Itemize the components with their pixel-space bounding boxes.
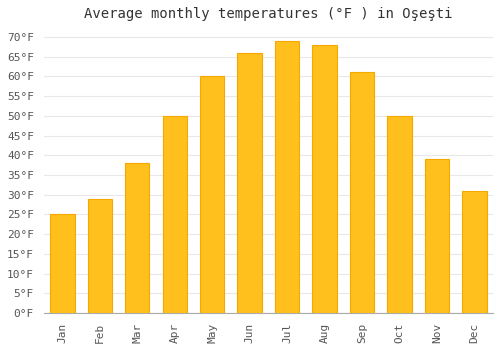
Bar: [312, 45, 336, 313]
Bar: [88, 199, 112, 313]
Bar: [238, 53, 262, 313]
Bar: [50, 215, 74, 313]
Bar: [388, 116, 411, 313]
Bar: [200, 76, 224, 313]
Bar: [424, 159, 449, 313]
Bar: [350, 72, 374, 313]
Bar: [462, 191, 486, 313]
Bar: [162, 116, 187, 313]
Bar: [275, 41, 299, 313]
Bar: [125, 163, 150, 313]
Title: Average monthly temperatures (°F ) in Oşeşti: Average monthly temperatures (°F ) in Oş…: [84, 7, 452, 21]
